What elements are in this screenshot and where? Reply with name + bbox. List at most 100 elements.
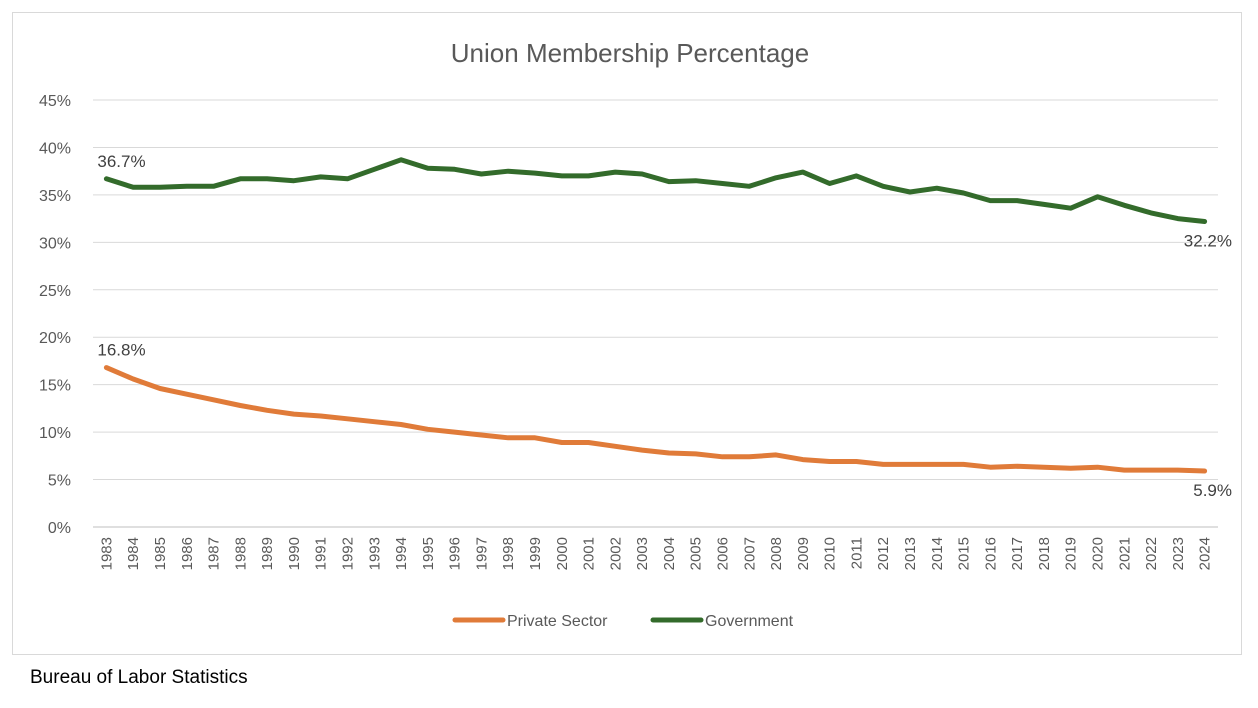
data-point bbox=[827, 459, 832, 464]
data-point bbox=[1149, 468, 1154, 473]
x-tick-label: 1987 bbox=[206, 537, 223, 570]
data-point bbox=[1095, 194, 1100, 199]
x-tick-label: 2002 bbox=[607, 537, 624, 570]
data-point bbox=[934, 186, 939, 191]
data-point bbox=[399, 422, 404, 427]
data-point bbox=[586, 173, 591, 178]
data-point bbox=[693, 451, 698, 456]
data-point bbox=[1175, 216, 1180, 221]
data-label: 32.2% bbox=[1184, 231, 1232, 250]
data-point bbox=[104, 176, 109, 181]
data-point bbox=[345, 416, 350, 421]
data-point bbox=[827, 181, 832, 186]
data-point bbox=[559, 173, 564, 178]
data-point bbox=[131, 185, 136, 190]
y-axis-ticks: 0% 5% 10% 15% 20% 25% 30% 35% 40% 45% bbox=[39, 93, 71, 537]
data-point bbox=[1202, 469, 1207, 474]
data-labels: 16.8% 5.9% 36.7% 32.2% bbox=[97, 152, 1232, 500]
data-point bbox=[961, 462, 966, 467]
data-point bbox=[345, 176, 350, 181]
data-point bbox=[1015, 464, 1020, 469]
data-point bbox=[184, 184, 189, 189]
data-point bbox=[104, 365, 109, 370]
data-point bbox=[1202, 219, 1207, 224]
x-tick-label: 2023 bbox=[1170, 537, 1187, 570]
data-point bbox=[238, 403, 243, 408]
data-point bbox=[720, 181, 725, 186]
data-point bbox=[881, 462, 886, 467]
data-point bbox=[988, 198, 993, 203]
x-tick-label: 2009 bbox=[795, 537, 812, 570]
data-point bbox=[372, 419, 377, 424]
x-tick-label: 1988 bbox=[232, 537, 249, 570]
data-point bbox=[907, 190, 912, 195]
x-tick-label: 1993 bbox=[366, 537, 383, 570]
x-tick-label: 2000 bbox=[554, 537, 571, 570]
data-point bbox=[1122, 468, 1127, 473]
data-label: 5.9% bbox=[1193, 481, 1232, 500]
data-point bbox=[907, 462, 912, 467]
series-line-government bbox=[103, 157, 1208, 224]
x-tick-label: 2017 bbox=[1009, 537, 1026, 570]
data-point bbox=[265, 176, 270, 181]
x-tick-label: 2004 bbox=[661, 537, 678, 570]
data-point bbox=[506, 435, 511, 440]
data-point bbox=[452, 430, 457, 435]
data-point bbox=[425, 427, 430, 432]
source-note: Bureau of Labor Statistics bbox=[30, 667, 248, 688]
x-tick-label: 2014 bbox=[929, 537, 946, 570]
x-tick-label: 2022 bbox=[1143, 537, 1160, 570]
x-tick-label: 1994 bbox=[393, 537, 410, 570]
legend-label: Government bbox=[705, 613, 794, 630]
x-tick-label: 2015 bbox=[956, 537, 973, 570]
gridlines bbox=[93, 99, 1218, 528]
data-point bbox=[640, 172, 645, 177]
data-point bbox=[157, 185, 162, 190]
legend: Private Sector Government bbox=[452, 613, 794, 630]
x-tick-label: 1989 bbox=[259, 537, 276, 570]
data-point bbox=[666, 179, 671, 184]
data-point bbox=[131, 376, 136, 381]
data-point bbox=[318, 413, 323, 418]
data-point bbox=[238, 176, 243, 181]
data-point bbox=[586, 440, 591, 445]
y-tick-label: 0% bbox=[48, 520, 71, 537]
x-tick-label: 2019 bbox=[1063, 537, 1080, 570]
data-point bbox=[1175, 468, 1180, 473]
x-tick-label: 2016 bbox=[982, 537, 999, 570]
data-point bbox=[640, 448, 645, 453]
x-tick-label: 1990 bbox=[286, 537, 303, 570]
x-tick-label: 2007 bbox=[741, 537, 758, 570]
data-point bbox=[1041, 465, 1046, 470]
y-tick-label: 15% bbox=[39, 378, 71, 395]
data-point bbox=[184, 392, 189, 397]
data-point bbox=[747, 184, 752, 189]
series-line-private-sector bbox=[103, 365, 1208, 474]
x-axis-ticks: 1983 1984 1985 1986 1987 1988 1989 1990 1991 1992… bbox=[98, 537, 1213, 570]
data-point bbox=[1041, 202, 1046, 207]
y-tick-label: 20% bbox=[39, 330, 71, 347]
data-point bbox=[506, 169, 511, 174]
legend-label: Private Sector bbox=[507, 613, 608, 630]
y-tick-label: 10% bbox=[39, 425, 71, 442]
data-point bbox=[693, 178, 698, 183]
data-point bbox=[211, 184, 216, 189]
x-tick-label: 1984 bbox=[125, 537, 142, 570]
x-tick-label: 2006 bbox=[714, 537, 731, 570]
x-tick-label: 1997 bbox=[473, 537, 490, 570]
data-point bbox=[479, 432, 484, 437]
x-tick-label: 2021 bbox=[1116, 537, 1133, 570]
data-point bbox=[800, 170, 805, 175]
x-tick-label: 1991 bbox=[313, 537, 330, 570]
y-tick-label: 30% bbox=[39, 235, 71, 252]
x-tick-label: 2012 bbox=[875, 537, 892, 570]
data-point bbox=[479, 172, 484, 177]
data-point bbox=[399, 157, 404, 162]
data-point bbox=[318, 174, 323, 179]
data-point bbox=[265, 408, 270, 413]
series-lines bbox=[103, 157, 1208, 474]
y-tick-label: 25% bbox=[39, 283, 71, 300]
x-tick-label: 1998 bbox=[500, 537, 517, 570]
x-tick-label: 2003 bbox=[634, 537, 651, 570]
x-tick-label: 1983 bbox=[98, 537, 115, 570]
